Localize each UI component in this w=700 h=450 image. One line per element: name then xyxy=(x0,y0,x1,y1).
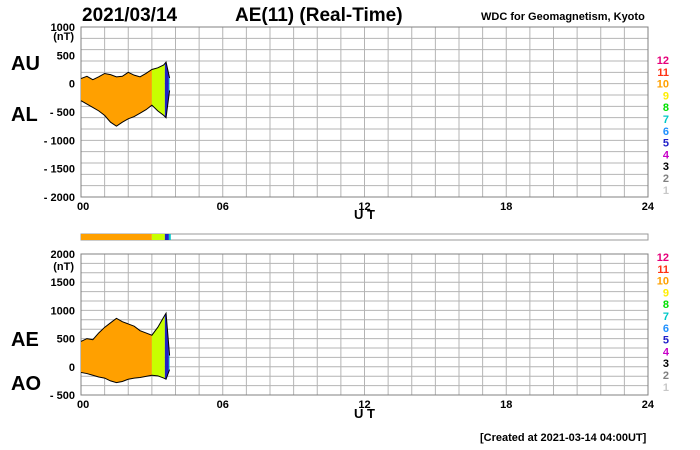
created-timestamp: [Created at 2021-03-14 04:00UT] xyxy=(480,432,647,444)
y-tick-label: - 1500 xyxy=(44,164,75,176)
legend-entry: 5 xyxy=(663,335,669,347)
station-fill-band xyxy=(151,315,165,379)
legend-entry: 8 xyxy=(663,299,669,311)
legend-entry: 2 xyxy=(663,370,669,382)
al-label: AL xyxy=(11,104,38,126)
plot-frame xyxy=(80,253,649,396)
x-tick-label: 24 xyxy=(642,201,655,213)
hour-strip-segment xyxy=(168,234,171,240)
legend-entry: 9 xyxy=(663,90,669,102)
legend-entry: 10 xyxy=(657,276,669,288)
x-tick-label: 18 xyxy=(500,201,512,213)
legend-entry: 2 xyxy=(663,173,669,185)
y-tick-label: 0 xyxy=(69,362,75,374)
chart-title: AE(11) (Real-Time) xyxy=(235,5,403,26)
y-tick-label: 500 xyxy=(57,50,75,62)
legend-entry: 4 xyxy=(663,149,670,161)
legend-entry: 11 xyxy=(657,67,669,79)
legend-entry: 9 xyxy=(663,287,669,299)
legend-entry: 3 xyxy=(663,161,669,173)
legend-entry: 1 xyxy=(663,185,669,197)
legend-entry: 12 xyxy=(657,252,669,264)
hour-strip-segment xyxy=(151,234,165,240)
legend-entry: 8 xyxy=(663,102,669,114)
series-line-al xyxy=(80,90,171,127)
ao-label: AO xyxy=(11,373,41,395)
legend-entry: 6 xyxy=(663,323,669,335)
station-fill-band xyxy=(164,313,169,380)
x-axis-label: U T xyxy=(354,207,375,222)
y-unit-label: (nT) xyxy=(53,261,74,273)
y-tick-label: 500 xyxy=(57,334,75,346)
legend-entry: 4 xyxy=(663,346,670,358)
legend-entry: 3 xyxy=(663,358,669,370)
series-line-au xyxy=(80,61,171,81)
hour-strip-segment xyxy=(81,234,152,240)
y-tick-label: 1500 xyxy=(51,277,75,289)
station-fill-band xyxy=(164,62,169,118)
y-tick-label: - 1000 xyxy=(44,135,75,147)
ae-label: AE xyxy=(11,329,39,351)
chart-panel-lower xyxy=(80,253,649,396)
plot-frame xyxy=(80,26,649,198)
x-axis-label: U T xyxy=(354,406,375,421)
hour-strip-segment xyxy=(164,234,169,240)
au-label: AU xyxy=(11,53,40,75)
y-tick-label: 0 xyxy=(69,79,75,91)
y-tick-label: 1000 xyxy=(51,305,75,317)
station-fill-band xyxy=(81,69,152,127)
y-tick-label: - 500 xyxy=(50,107,75,119)
series-line-ae xyxy=(80,311,171,356)
legend-entry: 7 xyxy=(663,311,669,323)
legend-entry: 12 xyxy=(657,55,669,67)
legend-entry: 1 xyxy=(663,382,669,394)
x-tick-label: 12 xyxy=(358,201,370,213)
legend-entry: 10 xyxy=(657,79,669,91)
legend-entry: 5 xyxy=(663,138,669,150)
y-tick-label: - 500 xyxy=(50,390,75,402)
x-tick-label: 06 xyxy=(217,399,229,411)
institution-label: WDC for Geomagnetism, Kyoto xyxy=(481,11,645,23)
station-fill-band xyxy=(81,318,152,383)
x-tick-label: 06 xyxy=(217,201,229,213)
x-tick-label: 24 xyxy=(642,399,655,411)
y-tick-label: - 2000 xyxy=(44,192,75,204)
y-tick-label: 1000 xyxy=(51,22,75,34)
date-label: 2021/03/14 xyxy=(82,5,178,26)
y-tick-label: 2000 xyxy=(51,249,75,261)
legend-entry: 7 xyxy=(663,114,669,126)
x-tick-label: 00 xyxy=(77,399,89,411)
x-tick-label: 00 xyxy=(77,201,89,213)
series-line-ao xyxy=(80,369,171,384)
y-unit-label: (nT) xyxy=(53,31,74,43)
legend-entry: 6 xyxy=(663,126,669,138)
x-tick-label: 12 xyxy=(358,399,370,411)
chart-panel-upper xyxy=(80,26,649,198)
station-fill-band xyxy=(151,63,165,117)
x-tick-label: 18 xyxy=(500,399,512,411)
legend-entry: 11 xyxy=(657,264,669,276)
